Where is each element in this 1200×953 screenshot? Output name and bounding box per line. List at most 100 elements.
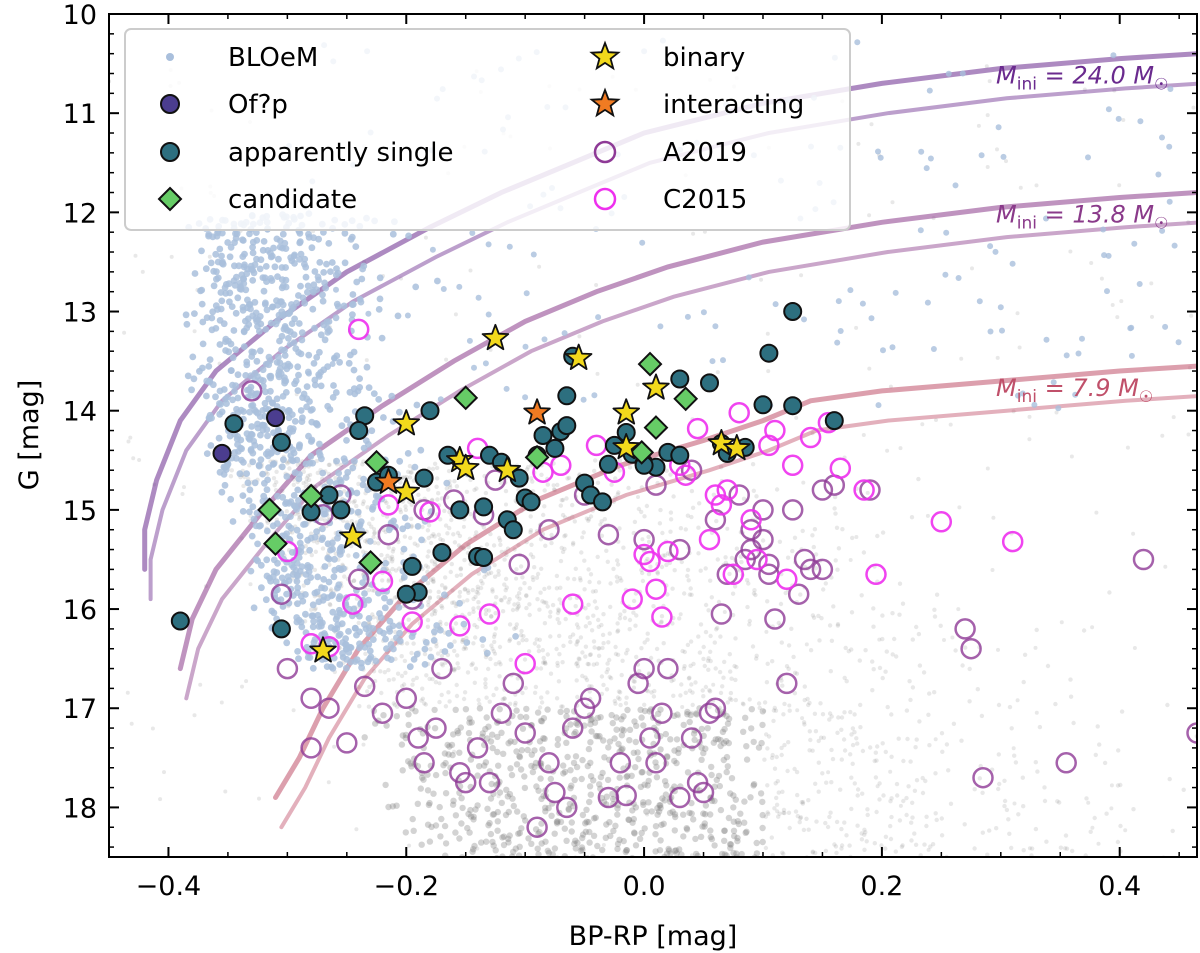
bloem-dot [512,633,519,640]
field-star-dot [390,566,395,572]
field-star-dot [469,662,474,668]
bloem-dot [434,277,441,285]
field-star-dot [774,802,780,807]
field-star-dot [798,592,803,597]
field-star-dot [701,656,706,662]
field-star-dot [880,636,885,642]
field-star-dot [369,524,374,529]
field-star-dot [615,740,622,748]
bloem-dot [847,287,854,294]
bloem-dot [210,267,218,275]
field-star-dot [970,266,974,271]
field-star-dot [1063,833,1069,838]
bloem-dot [247,372,255,380]
field-star-dot [1189,313,1194,318]
field-star-dot [596,781,603,788]
field-star-dot [1069,454,1074,459]
a2019-point [657,657,679,680]
bloem-dot [243,270,251,278]
field-star-dot [779,678,784,683]
bloem-dot [522,343,529,350]
field-star-dot [472,622,477,628]
bloem-dot [357,298,365,306]
field-star-dot [588,572,594,577]
field-star-dot [428,540,434,546]
field-star-dot [1102,760,1108,766]
field-star-dot [453,312,458,317]
field-star-dot [960,663,965,668]
field-star-dot [713,666,718,671]
field-star-dot [538,666,544,671]
field-star-dot [425,617,431,623]
field-star-dot [372,530,377,535]
field-star-dot [559,498,564,503]
field-star-dot [520,690,525,696]
bloem-dot [280,565,288,573]
bloem-dot [976,298,983,305]
c2015-point [657,540,679,563]
field-star-dot [473,635,478,640]
bloem-dot [924,299,931,306]
field-star-dot [637,706,644,713]
field-star-dot [899,844,905,849]
field-star-dot [1062,846,1068,851]
field-star-dot [855,787,861,792]
field-star-dot [703,602,709,608]
field-star-dot [320,476,325,481]
field-star-dot [860,748,866,754]
bloem-dot [414,523,422,530]
field-star-dot [686,578,691,583]
field-star-dot [574,622,580,627]
field-star-dot [725,526,730,531]
field-star-dot [442,759,449,767]
field-star-dot [458,795,465,802]
field-star-dot [835,567,840,572]
a2019-point [579,687,602,710]
field-star-dot [1084,796,1089,801]
bloem-dot [441,648,449,655]
bloem-dot [295,371,302,379]
bloem-dot [296,532,304,540]
field-star-dot [489,811,497,818]
bloem-dot [218,488,226,496]
field-star-dot [414,800,421,807]
bloem-dot [877,154,884,161]
bloem-dot [282,377,290,385]
field-star-dot [617,468,622,473]
bloem-dot [259,470,267,478]
field-star-dot [677,616,682,621]
field-star-dot [566,475,572,481]
bloem-dot [359,481,367,489]
field-star-dot [927,691,932,696]
field-star-dot [563,837,570,844]
field-star-dot [548,634,553,639]
field-star-dot [529,476,534,481]
field-star-dot [840,527,845,532]
field-star-dot [506,600,511,605]
field-star-dot [652,688,657,694]
field-star-dot [492,632,497,637]
field-star-dot [582,558,587,563]
field-star-dot [291,482,296,487]
field-star-dot [551,483,556,488]
bloem-dot [269,303,277,311]
field-star-dot [626,485,631,491]
field-star-dot [877,637,882,642]
apparently-single-point [557,416,577,436]
field-star-dot [459,804,466,812]
field-star-dot [1116,748,1121,753]
field-star-dot [403,670,408,675]
field-star-dot [545,482,550,487]
bloem-dot [380,414,387,421]
bloem-dot [258,584,265,592]
field-star-dot [546,585,552,590]
bloem-dot [242,372,250,379]
field-star-dot [699,823,706,830]
track-line-secondary [279,394,1197,830]
bloem-dot [1167,86,1174,92]
field-star-dot [657,706,664,713]
bloem-dot [291,503,299,510]
field-star-dot [470,816,477,823]
field-star-dot [351,500,356,505]
field-star-dot [850,761,855,766]
